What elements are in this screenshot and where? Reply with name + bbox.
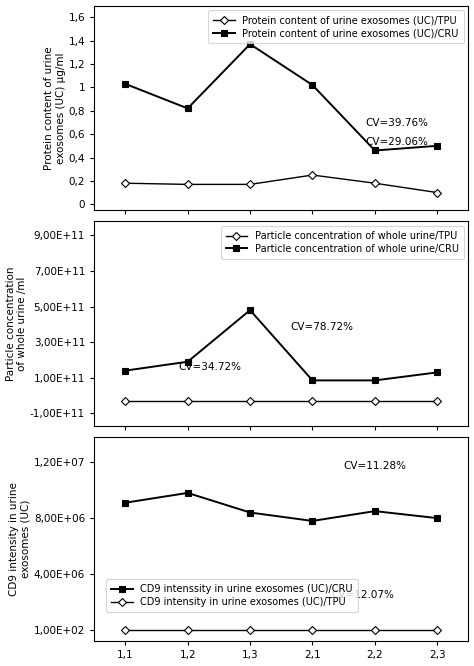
- Line: Protein content of urine exosomes (UC)/CRU: Protein content of urine exosomes (UC)/C…: [122, 41, 440, 154]
- Protein content of urine exosomes (UC)/CRU: [122, 80, 128, 88]
- Protein content of urine exosomes (UC)/TPU: [372, 179, 378, 187]
- Particle concentration of whole urine/TPU: [310, 396, 315, 404]
- Particle concentration of whole urine/TPU: [372, 396, 378, 404]
- Line: Particle concentration of whole urine/CRU: Particle concentration of whole urine/CR…: [122, 307, 440, 384]
- Protein content of urine exosomes (UC)/CRU: [247, 40, 253, 48]
- Particle concentration of whole urine/CRU: [372, 376, 378, 384]
- Line: Particle concentration of whole urine/TPU: Particle concentration of whole urine/TP…: [122, 398, 440, 404]
- Protein content of urine exosomes (UC)/TPU: [310, 171, 315, 179]
- Particle concentration of whole urine/CRU: [185, 358, 191, 366]
- Text: CV=12.07%: CV=12.07%: [331, 590, 394, 600]
- Protein content of urine exosomes (UC)/TPU: [434, 188, 440, 196]
- CD9 intenssity in urine exosomes (UC)/CRU: [122, 499, 128, 507]
- Text: CV=11.28%: CV=11.28%: [344, 462, 407, 472]
- Particle concentration of whole urine/CRU: [310, 376, 315, 384]
- Protein content of urine exosomes (UC)/CRU: [310, 81, 315, 89]
- CD9 intensity in urine exosomes (UC)/TPU: [434, 626, 440, 634]
- Protein content of urine exosomes (UC)/TPU: [247, 180, 253, 188]
- Text: CV=78.72%: CV=78.72%: [291, 322, 354, 332]
- Text: CV=39.76%: CV=39.76%: [365, 118, 428, 128]
- Particle concentration of whole urine/CRU: [434, 368, 440, 376]
- Line: CD9 intenssity in urine exosomes (UC)/CRU: CD9 intenssity in urine exosomes (UC)/CR…: [122, 490, 440, 524]
- CD9 intensity in urine exosomes (UC)/TPU: [185, 626, 191, 634]
- CD9 intenssity in urine exosomes (UC)/CRU: [185, 489, 191, 497]
- Particle concentration of whole urine/TPU: [247, 396, 253, 404]
- Particle concentration of whole urine/TPU: [185, 396, 191, 404]
- Particle concentration of whole urine/CRU: [122, 366, 128, 374]
- CD9 intenssity in urine exosomes (UC)/CRU: [372, 507, 378, 515]
- CD9 intenssity in urine exosomes (UC)/CRU: [434, 514, 440, 522]
- CD9 intenssity in urine exosomes (UC)/CRU: [310, 517, 315, 525]
- Protein content of urine exosomes (UC)/TPU: [185, 180, 191, 188]
- Y-axis label: Protein content of urine
exosomes (UC) µg/ml: Protein content of urine exosomes (UC) µ…: [44, 46, 66, 170]
- Protein content of urine exosomes (UC)/CRU: [372, 147, 378, 155]
- CD9 intensity in urine exosomes (UC)/TPU: [247, 626, 253, 634]
- Particle concentration of whole urine/TPU: [434, 396, 440, 404]
- CD9 intensity in urine exosomes (UC)/TPU: [310, 626, 315, 634]
- Y-axis label: CD9 intensity in urine
exosomes (UC): CD9 intensity in urine exosomes (UC): [9, 482, 31, 596]
- Text: CV=34.72%: CV=34.72%: [178, 362, 241, 372]
- Particle concentration of whole urine/CRU: [247, 306, 253, 314]
- Particle concentration of whole urine/TPU: [122, 396, 128, 404]
- CD9 intenssity in urine exosomes (UC)/CRU: [247, 509, 253, 517]
- Line: Protein content of urine exosomes (UC)/TPU: Protein content of urine exosomes (UC)/T…: [122, 172, 440, 196]
- Legend: Particle concentration of whole urine/TPU, Particle concentration of whole urine: Particle concentration of whole urine/TP…: [221, 226, 464, 258]
- Legend: Protein content of urine exosomes (UC)/TPU, Protein content of urine exosomes (U: Protein content of urine exosomes (UC)/T…: [208, 11, 464, 43]
- Protein content of urine exosomes (UC)/CRU: [434, 142, 440, 150]
- Text: CV=29.06%: CV=29.06%: [365, 137, 428, 147]
- CD9 intensity in urine exosomes (UC)/TPU: [372, 626, 378, 634]
- CD9 intensity in urine exosomes (UC)/TPU: [122, 626, 128, 634]
- Protein content of urine exosomes (UC)/CRU: [185, 105, 191, 113]
- Protein content of urine exosomes (UC)/TPU: [122, 179, 128, 187]
- Legend: CD9 intenssity in urine exosomes (UC)/CRU, CD9 intensity in urine exosomes (UC)/: CD9 intenssity in urine exosomes (UC)/CR…: [107, 579, 358, 612]
- Line: CD9 intensity in urine exosomes (UC)/TPU: CD9 intensity in urine exosomes (UC)/TPU: [122, 627, 440, 633]
- Y-axis label: Particle concentration
of whole urine /ml: Particle concentration of whole urine /m…: [6, 266, 27, 381]
